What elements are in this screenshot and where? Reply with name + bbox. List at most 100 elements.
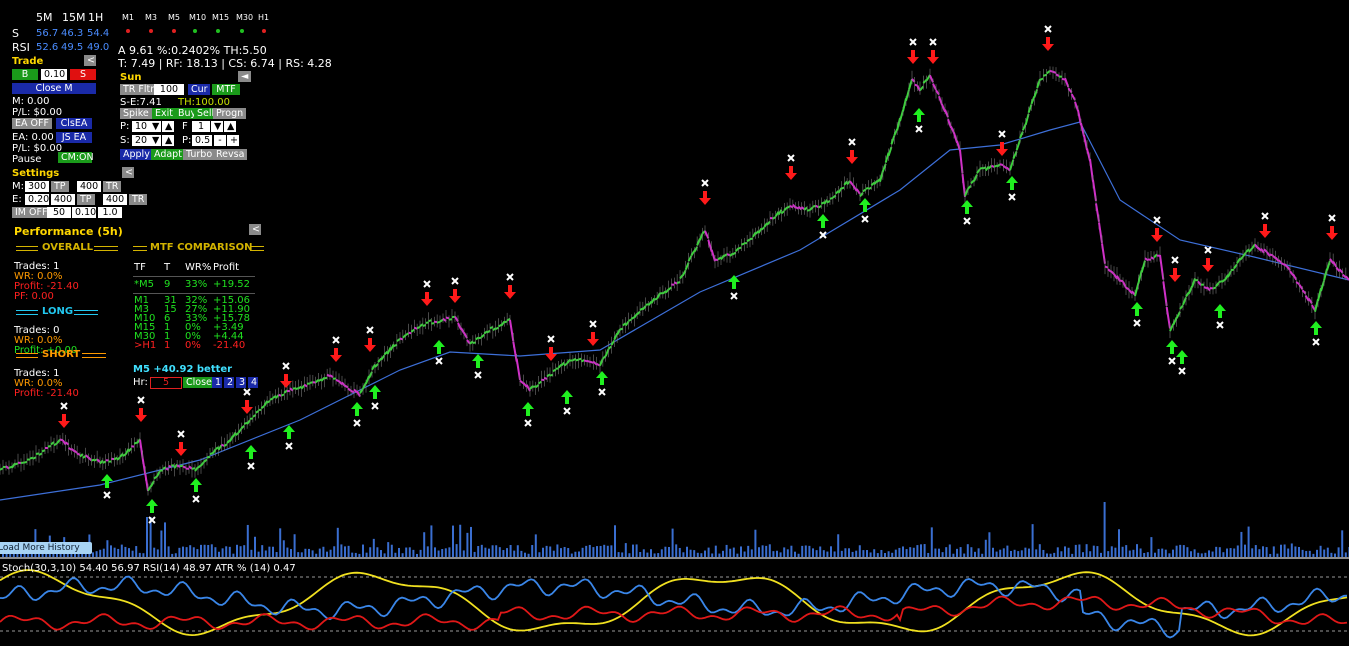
close-button[interactable]: Close: [183, 377, 215, 388]
volume-bar: [873, 549, 876, 557]
volume-bar: [488, 548, 490, 557]
setting-field[interactable]: 1.0: [98, 207, 122, 218]
close-button[interactable]: Close M: [12, 83, 96, 94]
price-segment: [729, 252, 734, 257]
s-value: 54.4: [87, 28, 110, 39]
sell-button[interactable]: S: [70, 69, 96, 80]
ea-button[interactable]: EA OFF: [12, 118, 52, 129]
action-button[interactable]: Revsa: [213, 149, 248, 160]
price-segment: [535, 384, 540, 389]
price-segment: [1224, 274, 1229, 281]
collapse-button[interactable]: <: [122, 167, 134, 178]
step-up[interactable]: +: [227, 135, 239, 146]
filter-button[interactable]: TR Fltr: [120, 84, 158, 95]
page-button[interactable]: 4: [248, 377, 258, 388]
volume-bar: [210, 544, 213, 557]
volume-bar: [1244, 544, 1246, 557]
action-button[interactable]: Turbo: [183, 149, 216, 160]
volume-bar: [1208, 550, 1210, 557]
price-segment: [843, 180, 848, 186]
price-segment: [580, 359, 585, 363]
volume-bar: [538, 552, 541, 557]
price-segment: [102, 460, 107, 464]
mode-button[interactable]: Spike: [120, 108, 152, 119]
price-segment: [881, 163, 887, 172]
step-down[interactable]: ▼: [149, 121, 161, 132]
price-segment: [141, 458, 147, 475]
lot-input[interactable]: 0.10: [41, 69, 67, 80]
page-button[interactable]: 1: [212, 377, 222, 388]
volume-bar: [282, 540, 285, 557]
param-input[interactable]: 1: [192, 121, 210, 132]
sell-arrow: [175, 442, 187, 456]
step-up[interactable]: ▲: [162, 121, 174, 132]
step-up[interactable]: ▲: [224, 121, 236, 132]
mode-button[interactable]: Sell: [194, 108, 218, 119]
buy-button[interactable]: B: [12, 69, 38, 80]
price-segment: [687, 255, 693, 262]
toggle-button[interactable]: ◄: [238, 71, 252, 82]
param-input[interactable]: 0.5: [192, 135, 212, 146]
price-segment: [389, 343, 395, 351]
price-segment: [1150, 256, 1155, 260]
volume-bar: [1240, 531, 1243, 557]
js-ea-button[interactable]: JS EA: [56, 132, 92, 143]
step-up[interactable]: ▲: [162, 135, 174, 146]
setting-field[interactable]: 0.20: [25, 194, 49, 205]
filter-input[interactable]: 100: [154, 84, 184, 95]
param-input[interactable]: 10: [132, 121, 150, 132]
volume-bar: [405, 547, 408, 557]
volume-bar: [5, 551, 8, 557]
hour-input[interactable]: 5: [150, 377, 182, 389]
action-button[interactable]: Adapt: [151, 149, 185, 160]
volume-bar: [1287, 548, 1290, 557]
exit-mark: [998, 130, 1006, 138]
timeframe-button[interactable]: 15M: [62, 11, 86, 24]
volume-bar: [1056, 547, 1059, 557]
mtf-button[interactable]: MTF: [212, 84, 240, 95]
action-button[interactable]: Apply: [120, 149, 153, 160]
cur-button[interactable]: Cur: [188, 84, 210, 95]
setting-field[interactable]: TR: [103, 181, 122, 192]
setting-field[interactable]: 400: [103, 194, 127, 205]
load-history-button[interactable]: Load More History: [0, 542, 92, 554]
volume-bar: [264, 550, 267, 557]
price-segment: [967, 185, 972, 190]
mode-button[interactable]: Exit: [152, 108, 176, 119]
volume-bar: [1233, 548, 1236, 557]
price-segment: [832, 194, 837, 199]
setting-field[interactable]: 400: [77, 181, 101, 192]
setting-field[interactable]: TP: [77, 194, 95, 205]
step-down[interactable]: -: [214, 135, 226, 146]
timeframe-button[interactable]: 5M: [36, 11, 53, 24]
volume-bar: [473, 551, 476, 557]
setting-field[interactable]: 0.10: [72, 207, 96, 218]
volume-bar: [657, 553, 660, 557]
step-down[interactable]: ▼: [211, 121, 223, 132]
collapse-button[interactable]: <: [249, 224, 261, 235]
page-button[interactable]: 3: [236, 377, 246, 388]
setting-field[interactable]: TP: [51, 181, 69, 192]
cm-button[interactable]: CM:ON: [58, 152, 94, 163]
volume-bar: [275, 552, 278, 557]
param-input[interactable]: 20: [132, 135, 150, 146]
timeframe-button[interactable]: 1H: [88, 11, 104, 24]
setting-field[interactable]: TR: [129, 194, 148, 205]
volume-bar: [1017, 551, 1020, 557]
setting-field[interactable]: IM OFF: [12, 207, 51, 218]
mode-button[interactable]: Progn: [213, 108, 247, 119]
volume-bar: [905, 549, 908, 557]
mode-button[interactable]: Buy: [175, 108, 200, 119]
volume-bar: [1010, 550, 1012, 557]
setting-field[interactable]: 50: [47, 207, 71, 218]
page-button[interactable]: 2: [224, 377, 234, 388]
price-segment: [602, 355, 607, 360]
cls-ea-button[interactable]: ClsEA: [56, 118, 92, 129]
price-segment: [1314, 299, 1319, 312]
volume-bar: [146, 517, 148, 557]
collapse-button[interactable]: <: [84, 55, 96, 66]
volume-bar: [1038, 544, 1041, 557]
setting-field[interactable]: 400: [51, 194, 75, 205]
step-down[interactable]: ▼: [149, 135, 161, 146]
setting-field[interactable]: 300: [25, 181, 49, 192]
